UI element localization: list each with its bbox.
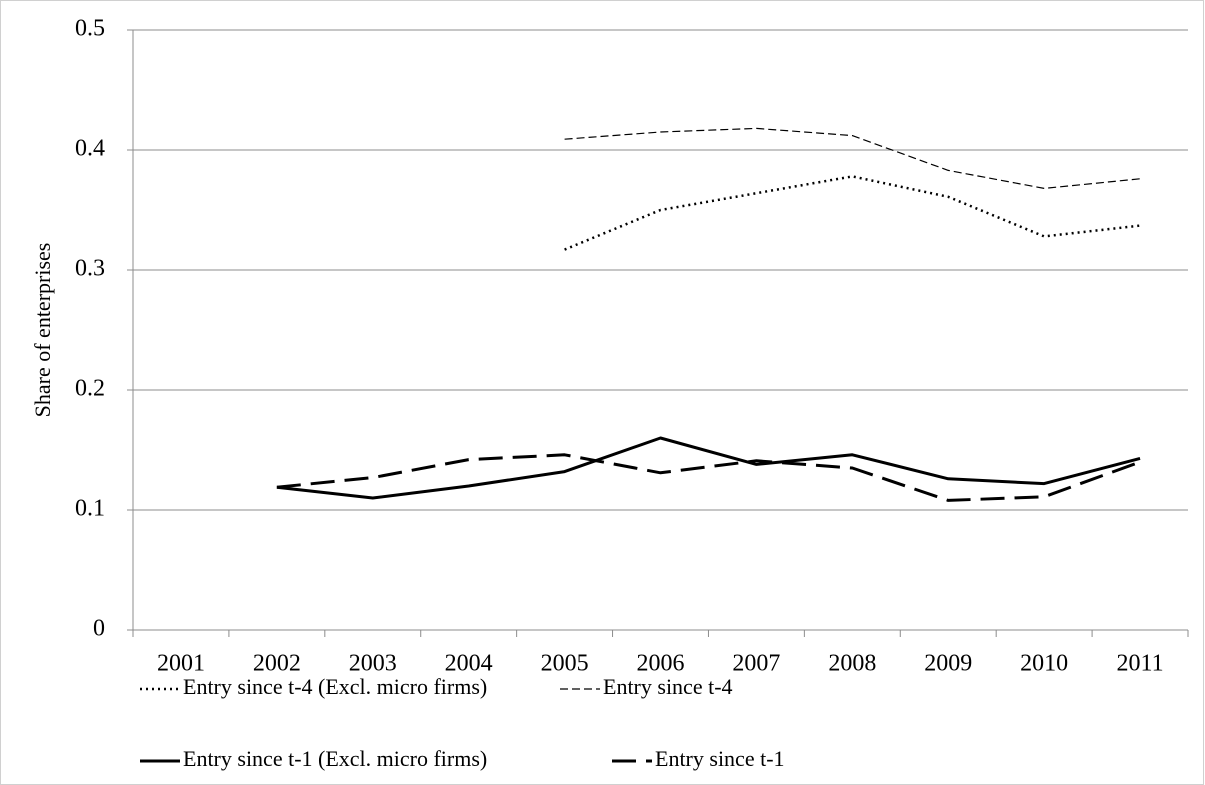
x-tick-label: 2008 [828, 651, 876, 677]
legend-label: Entry since t-4 (Excl. micro firms) [183, 674, 487, 699]
x-tick-label: 2011 [1116, 651, 1163, 677]
x-tick-label: 2002 [253, 651, 301, 677]
y-tick-label: 0.4 [75, 136, 105, 162]
x-tick-label: 2007 [732, 651, 780, 677]
legend-label: Entry since t-4 [603, 674, 733, 699]
x-tick-label: 2006 [637, 651, 685, 677]
x-tick-label: 2005 [541, 651, 589, 677]
y-tick-label: 0.2 [75, 376, 105, 402]
x-tick-label: 2010 [1020, 651, 1068, 677]
y-tick-label: 0.3 [75, 256, 105, 282]
legend-label: Entry since t-1 (Excl. micro firms) [183, 746, 487, 771]
series-line [564, 127, 1141, 189]
x-tick-label: 2004 [445, 651, 493, 677]
y-tick-label: 0.5 [75, 16, 105, 42]
x-tick-label: 2009 [924, 651, 972, 677]
series-line [276, 453, 1141, 502]
series-line [564, 175, 1141, 251]
y-tick-label: 0 [93, 616, 105, 642]
y-axis-label: Share of enterprises [30, 243, 55, 418]
series-line [276, 436, 1141, 500]
y-tick-label: 0.1 [75, 496, 105, 522]
legend-label: Entry since t-1 [655, 746, 785, 771]
x-tick-label: 2001 [157, 651, 205, 677]
x-tick-label: 2003 [349, 651, 397, 677]
